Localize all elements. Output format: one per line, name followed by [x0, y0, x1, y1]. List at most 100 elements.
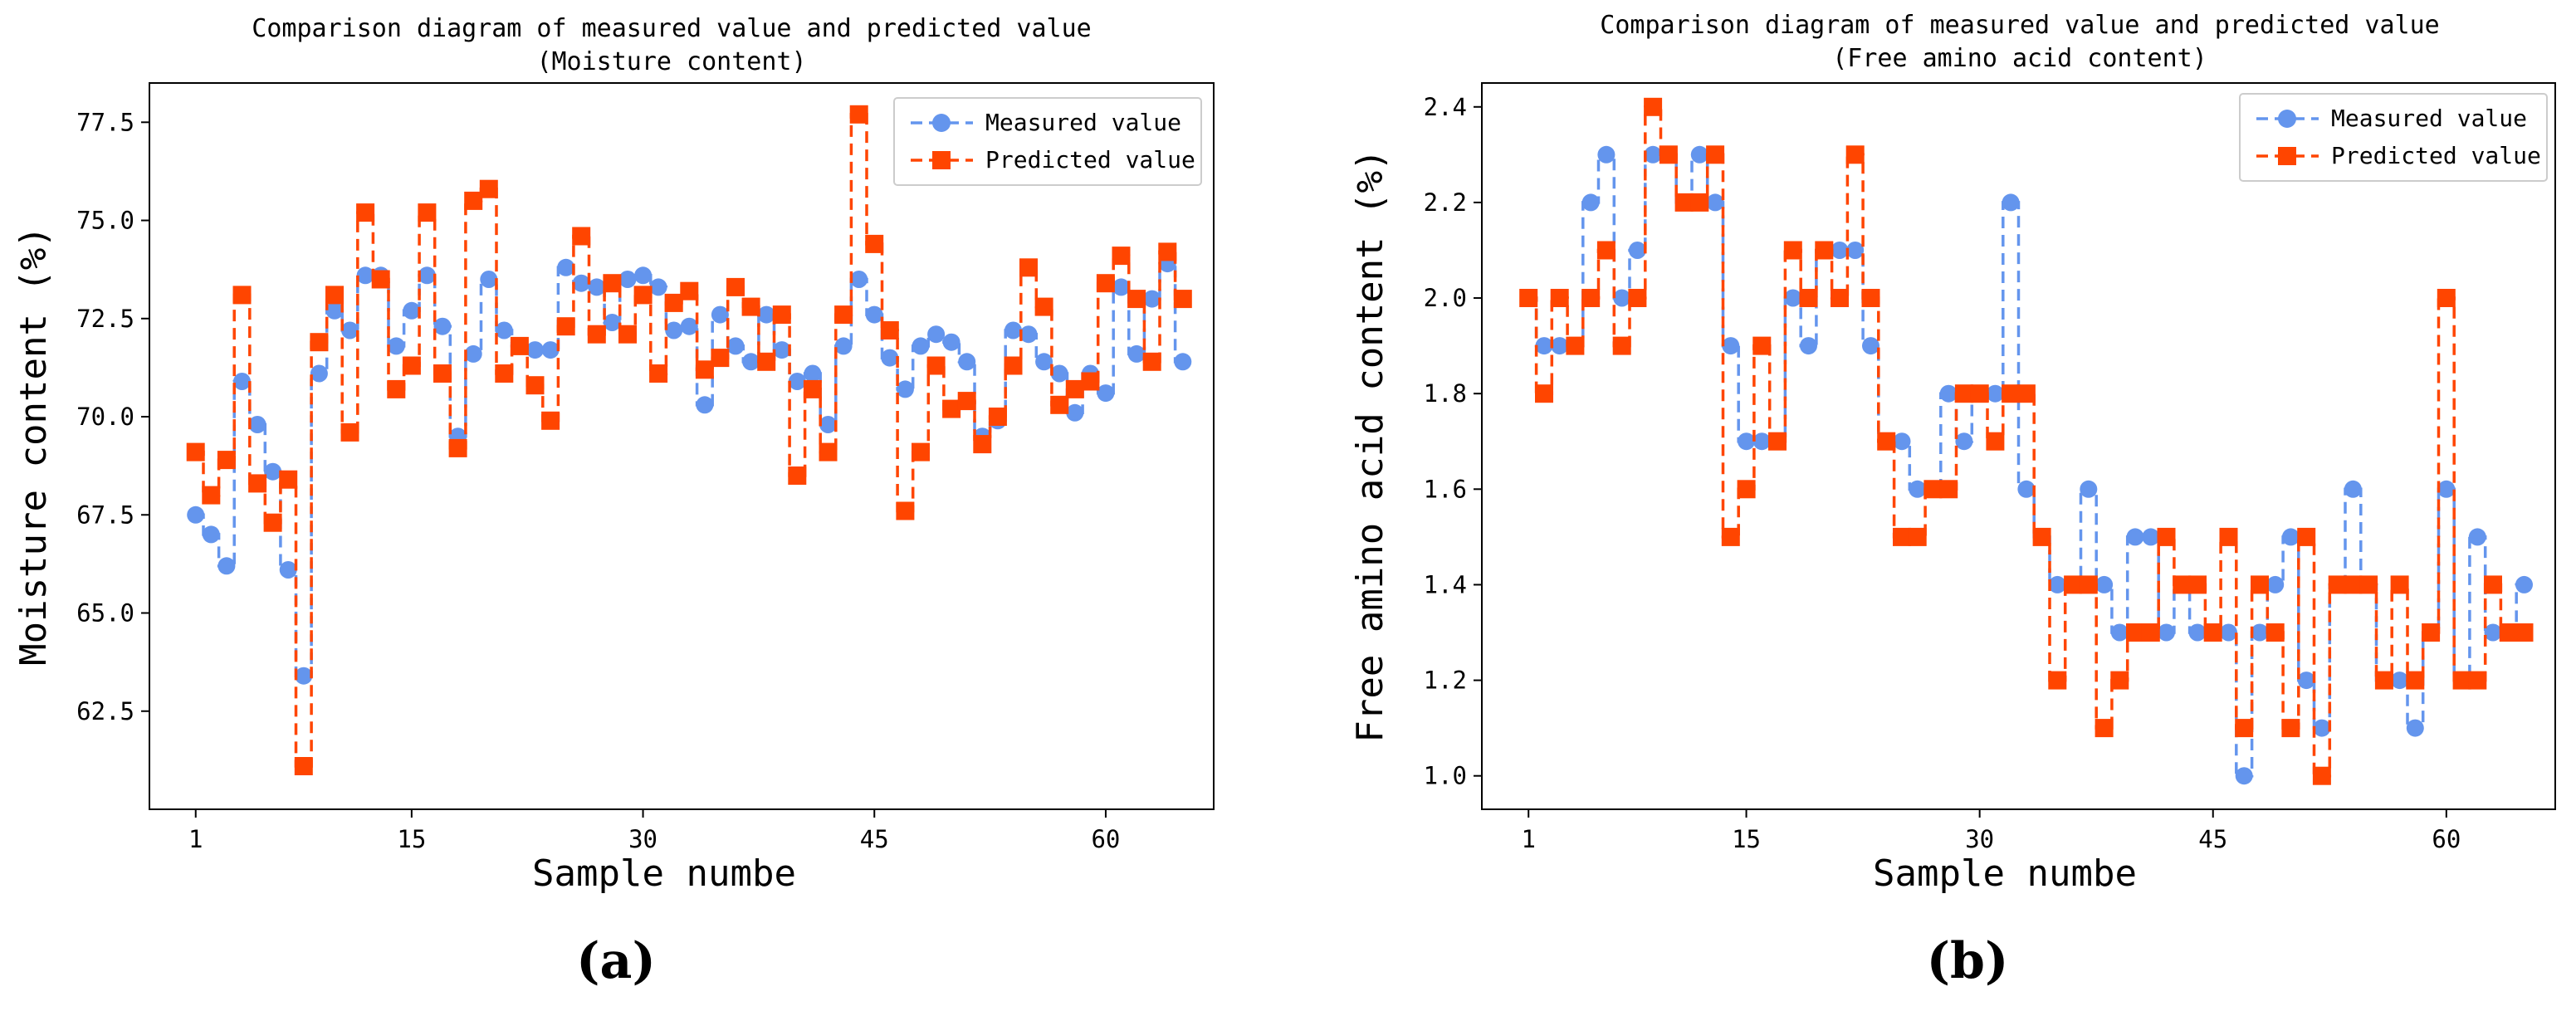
data-point-measured	[2406, 719, 2424, 737]
data-point-measured	[1143, 290, 1161, 308]
data-point-predicted	[757, 352, 776, 371]
data-point-predicted	[603, 274, 622, 293]
data-point-predicted	[1173, 290, 1192, 309]
data-point-predicted	[1737, 480, 1756, 499]
data-point-predicted	[2126, 623, 2144, 642]
data-point-predicted	[2344, 575, 2363, 594]
data-point-predicted	[2188, 575, 2207, 594]
y-tick-label: 2.0	[1424, 284, 1467, 312]
data-point-predicted	[402, 356, 421, 375]
y-tick-label: 2.2	[1424, 188, 1467, 217]
chart-subtitle: (Free amino acid content)	[1832, 44, 2207, 73]
data-point-predicted	[1752, 336, 1772, 355]
x-tick-label: 30	[1965, 825, 1994, 853]
data-point-measured	[218, 557, 236, 575]
data-point-predicted	[1596, 241, 1615, 260]
data-point-measured	[1722, 337, 1740, 355]
data-point-measured	[1862, 337, 1879, 355]
data-point-predicted	[2312, 766, 2331, 785]
data-point-predicted	[448, 438, 467, 457]
panel-label-b: (b)	[1927, 932, 2009, 990]
data-point-measured	[711, 305, 729, 324]
data-point-predicted	[1019, 258, 1038, 277]
data-point-predicted	[1158, 242, 1177, 261]
data-point-measured	[1066, 403, 1084, 422]
data-point-measured	[1112, 278, 1130, 296]
data-point-predicted	[988, 408, 1007, 426]
data-point-predicted	[340, 422, 359, 442]
data-point-predicted	[865, 234, 884, 253]
data-point-measured	[295, 667, 313, 685]
data-point-predicted	[2297, 527, 2316, 546]
data-point-measured	[495, 321, 513, 339]
data-point-measured	[2437, 480, 2456, 498]
y-tick-label: 1.4	[1424, 570, 1467, 598]
data-point-predicted	[510, 336, 529, 355]
data-point-predicted	[202, 486, 221, 505]
data-point-predicted	[2437, 289, 2456, 307]
data-point-predicted	[2079, 575, 2098, 594]
data-point-measured	[310, 364, 328, 383]
data-point-predicted	[819, 442, 838, 462]
data-point-measured	[881, 349, 899, 367]
data-point-predicted	[2095, 719, 2114, 738]
data-point-measured	[819, 416, 837, 433]
legend: Measured value Predicted value	[2239, 93, 2548, 182]
data-point-measured	[1551, 337, 1569, 355]
data-point-predicted	[1004, 356, 1023, 375]
data-point-measured	[942, 333, 961, 351]
data-point-measured	[341, 321, 359, 339]
y-tick-label: 1.6	[1424, 475, 1467, 503]
data-point-predicted	[2032, 527, 2051, 546]
data-point-predicted	[942, 399, 961, 418]
data-point-predicted	[1706, 145, 1725, 164]
data-point-predicted	[711, 349, 730, 368]
x-tick-label: 1	[188, 825, 203, 853]
data-point-predicted	[248, 474, 267, 493]
data-point-measured	[2126, 528, 2144, 546]
data-point-predicted	[279, 470, 298, 489]
data-point-measured	[1628, 242, 1646, 259]
data-point-predicted	[926, 356, 946, 375]
x-tick-label: 15	[397, 825, 426, 853]
data-point-predicted	[2157, 527, 2176, 546]
data-point-predicted	[2359, 575, 2378, 594]
data-point-predicted	[232, 286, 252, 305]
data-point-measured	[480, 271, 498, 288]
data-point-predicted	[418, 203, 437, 222]
data-point-predicted	[325, 286, 344, 305]
data-point-measured	[2266, 575, 2285, 593]
data-point-measured	[464, 344, 482, 363]
data-point-predicted	[633, 286, 653, 305]
data-point-predicted	[680, 281, 699, 300]
chart-title: Comparison diagram of measured value and…	[252, 14, 1091, 43]
data-point-predicted	[263, 513, 282, 532]
data-point-measured	[1597, 145, 1615, 164]
legend-marker-predicted	[932, 151, 951, 169]
data-point-predicted	[572, 227, 591, 246]
data-point-measured	[1613, 289, 1631, 307]
x-tick-label: 1	[1521, 825, 1535, 853]
data-point-measured	[2095, 575, 2114, 593]
data-point-measured	[1939, 384, 1958, 403]
data-point-predicted	[464, 191, 483, 210]
data-point-measured	[1909, 480, 1927, 498]
data-point-measured	[248, 416, 266, 433]
data-point-measured	[680, 317, 698, 335]
data-point-predicted	[772, 305, 791, 325]
data-point-measured	[2002, 193, 2020, 212]
data-point-measured	[541, 341, 560, 359]
legend-marker-measured	[932, 114, 951, 132]
data-point-predicted	[1815, 241, 1834, 260]
x-tick-label: 60	[1091, 825, 1120, 853]
data-point-measured	[1893, 432, 1911, 451]
data-point-predicted	[2219, 527, 2238, 546]
data-point-predicted	[2048, 671, 2067, 690]
data-point-measured	[726, 337, 745, 355]
data-point-predicted	[1535, 384, 1553, 403]
data-point-predicted	[834, 305, 853, 325]
data-point-predicted	[973, 435, 992, 454]
data-point-predicted	[371, 270, 390, 289]
data-point-measured	[572, 274, 590, 292]
